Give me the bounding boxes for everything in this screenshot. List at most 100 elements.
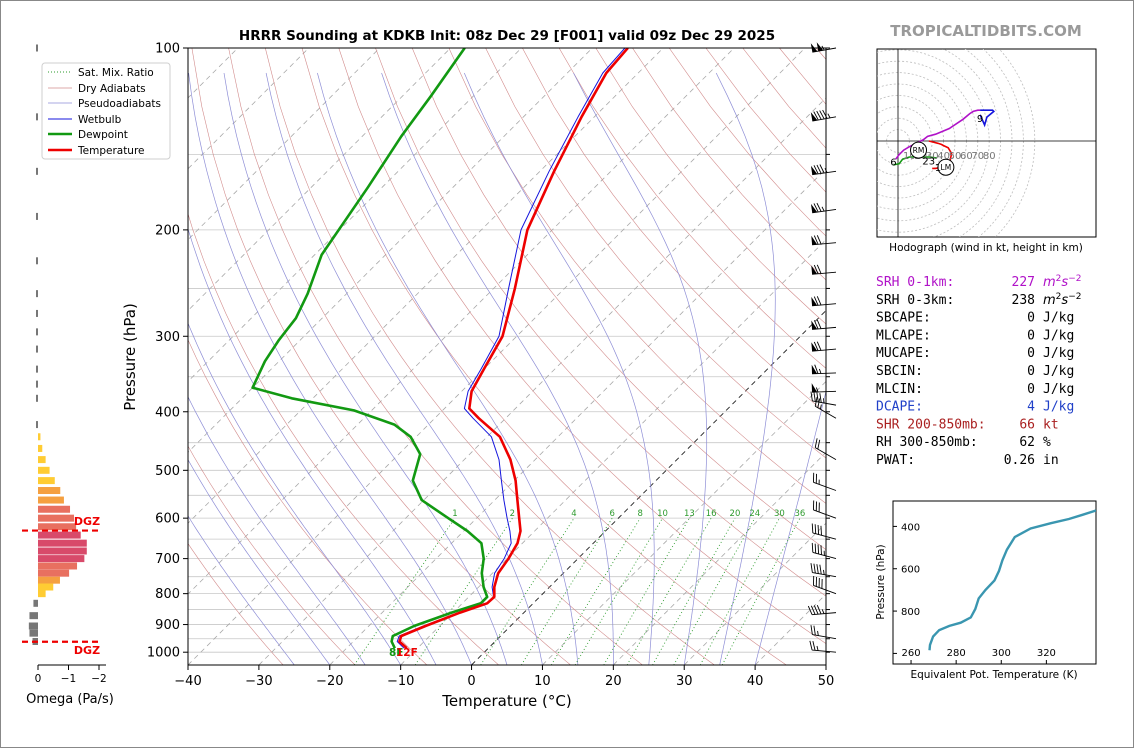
omega-bar (33, 599, 38, 607)
wind-barb-shaft (812, 649, 837, 653)
mixing-ratio-line (353, 517, 456, 665)
moist-adiabat (715, 72, 776, 665)
wind-barb-full (814, 438, 818, 448)
wind-barb-full (819, 164, 825, 174)
wind-barb-full (816, 341, 822, 351)
wind-barb-shaft (813, 481, 837, 491)
index-value: 0 (1027, 346, 1035, 361)
wetbulb-profile (396, 48, 626, 649)
wind-barbs (807, 42, 837, 653)
mixing-ratio-label: 2 (510, 509, 515, 519)
storm-motion-marker (910, 141, 928, 159)
dgz-label-bottom: DGZ (74, 644, 100, 657)
wind-barb-half (821, 45, 825, 51)
dry-adiabat (522, 48, 826, 414)
isotherm (0, 48, 25, 665)
mixing-ratio-label: 16 (706, 509, 717, 519)
wind-barb-full (813, 264, 819, 274)
hodograph-ring-label: 40 (937, 151, 950, 162)
skewt-x-axis-label: Temperature (°C) (441, 692, 571, 710)
index-unit: in (1043, 453, 1059, 468)
omega-bar (36, 113, 38, 121)
temperature-profile (398, 48, 629, 650)
omega-bar (36, 328, 38, 336)
omega-bar (28, 622, 38, 630)
hodograph-plot (877, 49, 1096, 237)
mixing-ratio-label: 6 (609, 509, 614, 519)
wind-barb-full (816, 110, 822, 120)
omega-bar (38, 444, 43, 452)
wind-barb (810, 563, 837, 578)
moist-adiabat (573, 72, 708, 665)
omega-bar (36, 212, 38, 220)
mixing-ratio-label: 13 (684, 509, 695, 519)
hodograph-frame (876, 48, 1097, 238)
y-tick-label: 500 (155, 464, 180, 479)
isotherm (188, 48, 664, 524)
mixing-ratio-label: 4 (571, 509, 576, 519)
moist-adiabat (188, 459, 331, 665)
wind-barb-full (814, 543, 817, 554)
moist-adiabat (381, 72, 614, 665)
theta-e-x-tick-label: 320 (1037, 648, 1056, 659)
hodograph-segment-blue (979, 109, 995, 128)
legend-label-pseudoadiabats: Pseudoadiabats (78, 98, 161, 110)
wind-barb-half (818, 368, 822, 374)
hodograph-ring-label: 10 (903, 151, 916, 162)
wind-barb-full (817, 544, 820, 554)
theta-e-x-tick-label: 280 (947, 648, 966, 659)
mixing-ratio-line (414, 517, 513, 665)
wind-barb-full (811, 523, 814, 533)
y-tick-label: 1000 (147, 646, 180, 661)
wind-barb-shaft (814, 405, 837, 419)
wind-barb-half (823, 569, 825, 575)
mixing-ratio-line (652, 517, 736, 665)
wind-barb-shaft (812, 242, 837, 246)
wind-barb-flag (816, 42, 824, 52)
index-value: 66 (1019, 417, 1035, 432)
wind-barb-full (813, 320, 819, 330)
y-tick-label: 300 (155, 330, 180, 345)
mixing-ratio-label: 24 (749, 509, 760, 519)
wind-barb-full (816, 319, 822, 329)
wind-barb (810, 164, 837, 176)
wind-barb-full (816, 202, 822, 212)
omega-bar (38, 539, 87, 547)
storm-motion-marker (937, 158, 955, 176)
theta-e-frame (892, 500, 1097, 665)
dry-adiabat (228, 48, 643, 665)
wind-barb (811, 235, 837, 246)
omega-bar (38, 496, 64, 504)
legend-label-mixing-ratio: Sat. Mix. Ratio (78, 67, 154, 79)
surface-labels: 8F 12F (389, 647, 418, 659)
dry-adiabat (265, 48, 715, 665)
isotherm (613, 451, 826, 665)
omega-bar (38, 514, 74, 522)
dgz-label-top: DGZ (74, 515, 100, 528)
hodograph-height-label: 1 (935, 163, 941, 174)
wind-barb-half (816, 645, 819, 651)
dry-adiabat (485, 48, 826, 459)
wind-barb-full (820, 545, 822, 555)
hodograph-ring-label: 80 (983, 151, 996, 162)
mixing-ratio-line (673, 517, 756, 665)
omega-bar (29, 612, 38, 620)
wind-barb (812, 500, 837, 519)
omega-bar (38, 505, 71, 513)
wind-barb-shaft (811, 390, 837, 393)
mixing-ratio-label: 20 (730, 509, 741, 519)
wind-barb-full (810, 605, 816, 615)
omega-bar (38, 487, 61, 495)
isotherm (329, 168, 826, 665)
wind-barb (809, 640, 837, 653)
isotherm (542, 380, 826, 665)
y-tick-label: 700 (155, 552, 180, 567)
omega-bar (38, 466, 50, 474)
wind-barb-full (814, 524, 817, 534)
wind-barb-full (813, 341, 819, 351)
dry-adiabat (188, 445, 356, 665)
omega-bar (38, 569, 70, 577)
index-unit: m2s−2 (1043, 292, 1081, 308)
omega-bar (38, 523, 77, 531)
wind-barb-flag (811, 296, 818, 306)
